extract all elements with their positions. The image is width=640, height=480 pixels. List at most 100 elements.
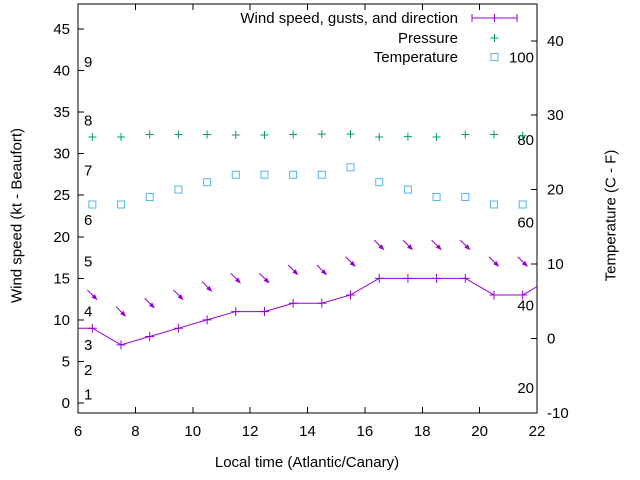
pressure-marker xyxy=(231,130,240,139)
gust-arrow-head xyxy=(435,244,442,251)
wind-speed-marker xyxy=(259,307,269,317)
y-tick-label: 25 xyxy=(53,187,70,204)
gust-arrow-shaft xyxy=(517,256,525,264)
gust-arrow-shaft xyxy=(316,264,324,272)
gust-direction-arrow xyxy=(316,264,328,276)
wind-speed-marker xyxy=(173,323,183,333)
beaufort-scale-label: 3 xyxy=(84,337,92,354)
wind-speed-marker xyxy=(288,298,298,308)
temperature-marker xyxy=(260,170,269,179)
beaufort-scale-label: 1 xyxy=(84,387,92,404)
y-tick-label: 40 xyxy=(53,63,70,80)
y-tick-label: 30 xyxy=(53,146,70,163)
wind-speed-line xyxy=(78,277,538,346)
gust-arrow-head xyxy=(292,269,299,276)
x-tick-label: 8 xyxy=(131,423,139,440)
temperature-marker xyxy=(518,200,527,209)
gust-arrow-shaft xyxy=(459,239,467,247)
y-axis-title: Wind speed (kt - Beaufort) xyxy=(8,127,26,304)
gust-direction-arrow xyxy=(373,239,385,251)
gust-direction-arrow xyxy=(144,297,155,309)
y-tick-label: 5 xyxy=(62,353,70,370)
beaufort-scale-label: 2 xyxy=(84,362,92,379)
temperature-marker xyxy=(117,200,126,209)
wind-speed-marker xyxy=(489,290,499,300)
y-tick-label: 20 xyxy=(53,229,70,246)
pressure-marker xyxy=(461,130,470,139)
wind-speed-marker xyxy=(116,340,126,350)
wind-speed-marker xyxy=(460,273,470,283)
gust-arrow-head xyxy=(263,277,270,284)
legend-sample-temperature xyxy=(490,53,499,61)
gust-arrow-head xyxy=(378,244,385,251)
legend-label-wind: Wind speed, gusts, and direction xyxy=(240,10,458,27)
pressure-marker xyxy=(145,130,154,139)
pressure-marker xyxy=(432,133,441,142)
gust-direction-arrow xyxy=(431,239,442,251)
gust-arrow-shaft xyxy=(230,272,238,280)
pressure-marker xyxy=(88,133,97,142)
y2-tick-label: 0 xyxy=(547,330,555,347)
y-tick-label: 10 xyxy=(53,312,70,329)
gust-arrow-head xyxy=(321,269,328,276)
gust-direction-arrow xyxy=(201,281,213,292)
temperature-marker xyxy=(317,170,326,179)
gust-arrow-shaft xyxy=(173,289,180,297)
beaufort-scale-label: 6 xyxy=(84,212,92,229)
gust-arrow-shaft xyxy=(488,256,496,264)
y-tick-label: 35 xyxy=(53,104,70,121)
gust-direction-arrow xyxy=(173,289,184,301)
y2-tick-label: 10 xyxy=(547,256,564,273)
wind-speed-marker xyxy=(145,332,155,342)
y-tick-label: 45 xyxy=(53,21,70,38)
gust-arrow-head xyxy=(120,310,127,317)
gust-arrow-head xyxy=(407,244,414,251)
wind-speed-marker xyxy=(231,307,241,317)
y2-axis-title: Temperature (C - F) xyxy=(602,149,620,282)
pressure-marker xyxy=(117,133,126,142)
temperature-marker xyxy=(231,170,240,179)
wind-speed-marker xyxy=(518,290,528,300)
wind-speed-marker xyxy=(87,323,97,333)
temperature-marker xyxy=(489,200,498,209)
wind-speed-marker xyxy=(202,315,212,325)
legend-sample-wind xyxy=(471,14,518,22)
gust-arrow-head xyxy=(349,260,356,267)
temperature-marker xyxy=(375,178,384,187)
pressure-marker xyxy=(203,130,212,139)
beaufort-scale-label: 9 xyxy=(84,54,92,71)
y-tick-label: 0 xyxy=(62,395,70,412)
gust-direction-arrow xyxy=(517,256,528,267)
gust-arrow-head xyxy=(206,285,213,292)
beaufort-scale-label: 8 xyxy=(84,112,92,129)
gust-arrow-head xyxy=(493,260,500,267)
fahrenheit-scale-label: 100 xyxy=(509,49,534,66)
temperature-marker xyxy=(346,163,355,172)
gust-arrow-shaft xyxy=(431,239,439,247)
pressure-marker xyxy=(260,130,269,139)
beaufort-scale-label: 7 xyxy=(84,162,92,179)
gust-direction-arrow xyxy=(488,256,500,267)
gust-arrow-shaft xyxy=(402,239,410,247)
x-tick-label: 12 xyxy=(242,423,259,440)
x-tick-label: 18 xyxy=(414,423,431,440)
x-axis-title: Local time (Atlantic/Canary) xyxy=(214,454,400,471)
pressure-marker xyxy=(174,130,183,139)
x-tick-label: 16 xyxy=(357,423,374,440)
gust-direction-arrow xyxy=(345,256,356,267)
temperature-marker xyxy=(203,178,212,187)
x-tick-label: 10 xyxy=(184,423,201,440)
x-tick-label: 14 xyxy=(299,423,316,440)
legend-label-temperature: Temperature xyxy=(373,49,458,66)
temperature-marker xyxy=(461,193,470,202)
wind-speed-marker xyxy=(346,290,356,300)
fahrenheit-scale-label: 80 xyxy=(517,132,534,149)
pressure-marker xyxy=(518,131,527,140)
gust-direction-arrow xyxy=(459,239,471,251)
beaufort-scale-label: 5 xyxy=(84,254,92,271)
wind-speed-marker xyxy=(317,298,327,308)
gust-arrow-shaft xyxy=(144,297,152,305)
gust-arrow-head xyxy=(91,294,98,301)
